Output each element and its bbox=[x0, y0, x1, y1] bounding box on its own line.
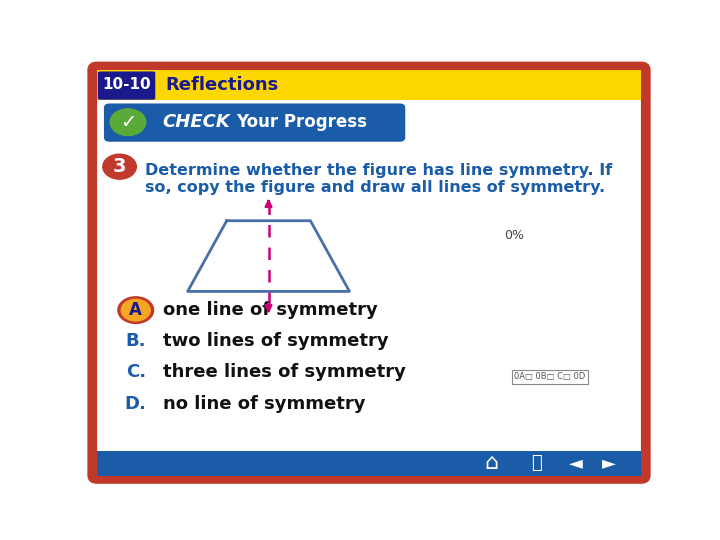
Circle shape bbox=[118, 297, 153, 323]
FancyBboxPatch shape bbox=[96, 451, 642, 476]
Text: two lines of symmetry: two lines of symmetry bbox=[163, 332, 388, 350]
Text: three lines of symmetry: three lines of symmetry bbox=[163, 363, 405, 381]
Text: Determine whether the figure has line symmetry. If
so, copy the figure and draw : Determine whether the figure has line sy… bbox=[145, 163, 612, 195]
Text: ⏮: ⏮ bbox=[531, 454, 541, 472]
Circle shape bbox=[110, 109, 145, 136]
Circle shape bbox=[103, 154, 136, 179]
Text: ✓: ✓ bbox=[120, 113, 136, 132]
Text: 0%: 0% bbox=[504, 229, 524, 242]
Text: B.: B. bbox=[125, 332, 146, 350]
Text: A: A bbox=[130, 301, 142, 319]
Text: Reflections: Reflections bbox=[166, 76, 279, 94]
Text: CHECK: CHECK bbox=[162, 113, 230, 131]
FancyBboxPatch shape bbox=[98, 71, 156, 100]
Text: 0A□ 0B□ C□ 0D: 0A□ 0B□ C□ 0D bbox=[514, 372, 585, 381]
Text: ◄: ◄ bbox=[569, 454, 582, 472]
Text: no line of symmetry: no line of symmetry bbox=[163, 395, 365, 413]
FancyBboxPatch shape bbox=[92, 66, 646, 479]
Text: 3: 3 bbox=[113, 157, 126, 176]
Text: D.: D. bbox=[125, 395, 147, 413]
Text: ⌂: ⌂ bbox=[485, 453, 499, 472]
Text: 10-10: 10-10 bbox=[102, 77, 150, 92]
FancyBboxPatch shape bbox=[104, 104, 405, 141]
Circle shape bbox=[121, 299, 150, 321]
FancyBboxPatch shape bbox=[96, 70, 642, 100]
Text: C.: C. bbox=[126, 363, 146, 381]
Text: ►: ► bbox=[602, 454, 616, 472]
Text: one line of symmetry: one line of symmetry bbox=[163, 301, 377, 319]
Text: Your Progress: Your Progress bbox=[237, 113, 367, 131]
